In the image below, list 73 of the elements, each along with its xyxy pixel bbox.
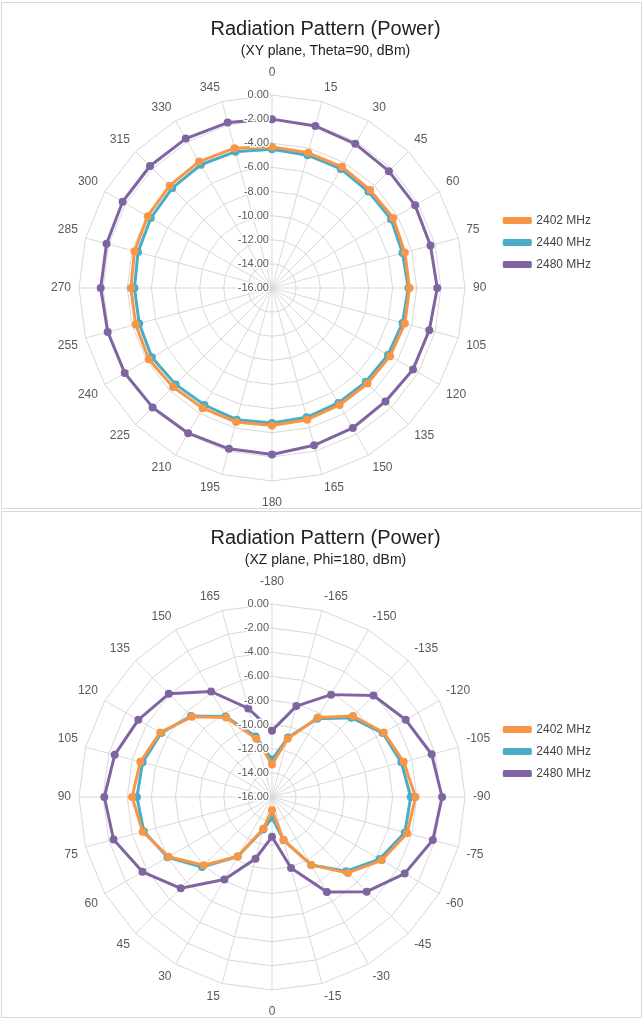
y-tick-label: 0.00 [247,88,269,101]
spoke-label: 150 [151,609,172,624]
spoke-label: 105 [466,338,487,353]
spoke-label: -180 [259,574,285,589]
y-tick-label: -14.00 [237,256,269,269]
spoke-label: 75 [466,222,480,237]
legend-label: 2402 MHz [536,721,592,736]
spoke-label: 240 [77,386,99,401]
spoke-label: -75 [466,847,484,862]
spoke-label: 210 [151,460,172,475]
spoke-label: 315 [109,132,131,147]
legend-label: 2440 MHz [536,234,592,249]
y-tick-label: -6.00 [243,669,269,682]
spoke-label: 105 [57,731,79,746]
spoke-label: 45 [116,937,131,952]
spoke-label: 60 [446,173,460,188]
spoke-label: -45 [414,937,432,952]
spoke-label: 300 [77,173,99,188]
spoke-label: 150 [372,460,393,475]
spoke-label: 0 [268,1004,276,1019]
y-tick-label: -16.00 [237,281,269,294]
legend-label: 2480 MHz [536,765,592,780]
chart-title: Radiation Pattern (Power) [210,525,441,548]
spoke-label: 195 [199,480,221,495]
y-tick-label: -12.00 [237,232,269,245]
spoke-label: 45 [414,132,428,147]
legend-label: 2480 MHz [536,256,592,271]
spoke-label: 285 [57,222,79,237]
spoke-label: -60 [446,895,464,910]
spoke-label: 345 [199,80,221,95]
spoke-label: 75 [64,847,79,862]
spoke-label: 225 [109,428,131,443]
spoke-label: 30 [372,100,387,115]
spoke-label: -135 [414,641,439,656]
spoke-label: 330 [151,100,172,115]
spoke-label: -30 [372,969,391,984]
y-tick-label: -6.00 [243,160,269,173]
chart-subtitle: (XZ plane, Phi=180, dBm) [244,551,407,568]
y-tick-label: -4.00 [243,645,269,658]
spoke-label: 120 [77,682,99,697]
y-tick-label: -14.00 [237,765,269,778]
spoke-label: 135 [109,641,131,656]
chart-subtitle: (XY plane, Theta=90, dBm) [240,42,411,59]
y-tick-label: -8.00 [243,184,269,197]
spoke-label: 270 [50,280,72,295]
spoke-label: 135 [414,428,435,443]
spoke-label: -150 [372,609,397,624]
spoke-label: 165 [324,480,345,495]
legend-label: 2402 MHz [536,212,592,227]
y-tick-label: -10.00 [237,208,269,221]
spoke-label: 15 [324,80,338,95]
spoke-label: -90 [473,789,491,804]
spoke-label: 15 [206,989,221,1004]
spoke-label: -165 [324,589,349,604]
spoke-label: 30 [158,969,172,984]
spoke-label: -15 [324,989,342,1004]
y-tick-label: -4.00 [243,136,269,149]
y-tick-label: 0.00 [247,597,269,610]
y-tick-label: -8.00 [243,693,269,706]
legend-label: 2440 MHz [536,743,592,758]
y-tick-label: -2.00 [243,621,269,634]
spoke-label: 0 [268,65,276,80]
y-tick-label: -16.00 [237,790,269,803]
spoke-label: 180 [261,495,283,510]
spoke-label: 120 [446,386,467,401]
spoke-label: 90 [473,280,487,295]
spoke-label: 165 [199,589,221,604]
spoke-label: -105 [466,731,491,746]
spoke-label: 255 [57,338,79,353]
spoke-label: -120 [446,682,471,697]
chart-title: Radiation Pattern (Power) [210,16,441,39]
spoke-label: 90 [57,789,72,804]
spoke-label: 60 [84,895,99,910]
